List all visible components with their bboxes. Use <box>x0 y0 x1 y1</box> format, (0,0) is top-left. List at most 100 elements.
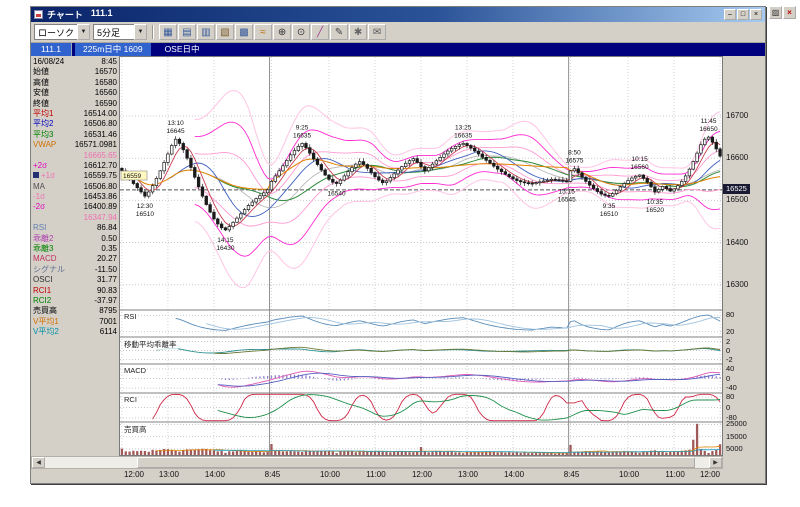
mail-button[interactable]: ✉ <box>368 24 387 40</box>
sidebar-row-value: 16400.89 <box>83 202 117 212</box>
minimize-button[interactable]: – <box>724 9 736 20</box>
sidebar-row-label: 高値 <box>33 77 49 87</box>
chart-window: チャート 111.1 – □ × ローソク ▼ 5分足 ▼ ▦ ▤ ▥ ▧ ▩ ≈ ⊕ ⊙ ╱ ✎… <box>30 6 766 484</box>
chart-type-dropdown[interactable]: ローソク ▼ <box>34 24 91 40</box>
sidebar-row-value: 16506.80 <box>83 119 117 129</box>
sidebar-row-label: 乖離2 <box>33 233 54 243</box>
window-title: チャート 111.1 <box>47 8 720 21</box>
sidebar-row-value: 0.35 <box>101 244 117 254</box>
horizontal-scrollbar[interactable]: ◀ ▶ <box>31 456 723 469</box>
sidebar-row: 平均3 16531.46 <box>31 130 119 140</box>
scrollbar-thumb[interactable] <box>137 457 695 468</box>
chart-annotation: 13:10 <box>167 120 184 127</box>
time-label: 13:00 <box>457 470 479 479</box>
sidebar-row: 終値 16590 <box>31 99 119 109</box>
last-price-badge: 16525 <box>723 183 750 194</box>
sidebar-row-label: MACD <box>33 254 57 264</box>
sidebar-row: V平均1 7001 <box>31 317 119 327</box>
app-aux-button[interactable]: ▨ <box>769 6 782 19</box>
indicator-button[interactable]: ≈ <box>254 24 273 40</box>
price-tick-label: 0 <box>726 345 731 355</box>
sidebar-row: 安値 16560 <box>31 88 119 98</box>
price-tick-label: 16600 <box>726 153 749 163</box>
sidebar-row: 乖離3 0.35 <box>31 244 119 254</box>
price-tick-label: 15000 <box>726 431 747 441</box>
chevron-down-icon: ▼ <box>134 24 148 40</box>
chart-type-value: ローソク <box>38 27 75 38</box>
time-label: 12:00 <box>411 470 433 479</box>
split-horizontal-icon: ▤ <box>182 26 192 38</box>
chart-annotation: 9:35 <box>603 203 616 210</box>
sidebar-row: V平均2 6114 <box>31 327 119 337</box>
grid-button[interactable]: ▩ <box>235 24 254 40</box>
time-label: 12:00 <box>699 470 721 479</box>
scrollbar-track[interactable] <box>45 457 709 468</box>
sidebar-row-label: 平均2 <box>33 119 54 129</box>
price-tick-label: 25000 <box>726 419 747 429</box>
toolbar-separator <box>152 25 155 39</box>
chart-annotation: 8:50 <box>568 150 581 157</box>
chart-canvas[interactable]: 12:301651013:101664514:15164309:25166351… <box>120 57 722 455</box>
settings-icon: ✱ <box>353 26 363 38</box>
timeframe-value: 5分足 <box>97 27 121 38</box>
price-tick-label: 80 <box>726 391 735 401</box>
crosshair-button[interactable]: ⊕ <box>273 24 292 40</box>
sidebar-row-value: 31.77 <box>96 275 117 285</box>
sidebar-row-value: 16531.46 <box>83 129 117 139</box>
board-button[interactable]: ▧ <box>216 24 235 40</box>
chart-annotation: 16510 <box>136 211 154 218</box>
price-tick-label: 40 <box>726 363 735 373</box>
chart-annotation: 16430 <box>216 245 234 252</box>
chart-annotation: 11:45 <box>701 118 717 125</box>
time-axis: 12:00 13:00 14:00 8:45 10:00 11:00 12:00 13:00 1… <box>121 470 725 482</box>
sidebar-row: 高値 16580 <box>31 78 119 88</box>
price-tick-label: 5000 <box>726 443 743 453</box>
split-horizontal-button[interactable]: ▤ <box>178 24 197 40</box>
timeframe-dropdown[interactable]: 5分足 ▼ <box>93 24 148 40</box>
window-title-value: 111.1 <box>90 8 113 18</box>
chart-annotation: 15:15 <box>559 188 576 195</box>
sidebar-row-value: 16571.0981 <box>74 140 117 150</box>
price-tick-label: 16500 <box>726 195 749 205</box>
maximize-button[interactable]: □ <box>737 9 749 20</box>
pencil-button[interactable]: ✎ <box>330 24 349 40</box>
scroll-left-button[interactable]: ◀ <box>32 457 45 468</box>
chart-annotation: 12:30 <box>137 203 154 210</box>
price-tick-label: 0 <box>726 402 731 412</box>
zoom-icon: ⊙ <box>296 26 306 38</box>
sidebar-row: +2σ 16612.70 <box>31 161 119 171</box>
toolbar: ローソク ▼ 5分足 ▼ ▦ ▤ ▥ ▧ ▩ ≈ ⊕ ⊙ ╱ ✎ ✱ ✉ <box>31 22 765 43</box>
settings-button[interactable]: ✱ <box>349 24 368 40</box>
sidebar-row-value: 8:45 <box>101 57 117 66</box>
chart-annotation: 16645 <box>167 128 185 135</box>
sidebar-row: 売買高 8795 <box>31 306 119 316</box>
close-button[interactable]: × <box>750 9 762 20</box>
price-tick-label: 20 <box>726 326 735 336</box>
sidebar-row-value: 16347.94 <box>83 212 117 222</box>
chart-plot-area[interactable]: 12:30 16510 13:10 16645 14:15 16430 9:25 16635 1… <box>119 56 723 456</box>
time-label: 11:00 <box>366 470 386 479</box>
sidebar-row-label: V平均2 <box>33 327 59 337</box>
sidebar-row-value: 16514.00 <box>83 108 117 118</box>
scroll-right-button[interactable]: ▶ <box>709 457 722 468</box>
sidebar-row-label: -2σ <box>33 202 46 212</box>
trendline-button[interactable]: ╱ <box>311 24 330 40</box>
sidebar-row: +1σ 16559.75 <box>31 171 119 181</box>
zoom-button[interactable]: ⊙ <box>292 24 311 40</box>
price-tick-label: 16300 <box>726 279 749 289</box>
tile-windows-button[interactable]: ▦ <box>159 24 178 40</box>
time-label: 14:00 <box>204 470 225 479</box>
chart-annotation: 16635 <box>293 132 311 139</box>
sidebar-row-value: 20.27 <box>96 254 117 264</box>
sidebar-row-label: 終値 <box>33 98 49 108</box>
sidebar-row-value: 16665.65 <box>83 150 117 160</box>
price-tick-label: 2 <box>726 336 731 346</box>
price-axis: 16700 16600 16500 16400 16300 80 20 2 0 -2 40 0 -40 8… <box>723 56 765 456</box>
chart-tab[interactable]: 111.1 <box>31 43 73 56</box>
app-close-button[interactable]: × <box>783 6 796 19</box>
sidebar-row: -2σ 16400.89 <box>31 202 119 212</box>
sidebar-row-value: 90.83 <box>96 285 117 295</box>
sidebar-row-value: 0.50 <box>101 233 117 243</box>
time-label: 10:00 <box>319 470 340 479</box>
split-vertical-button[interactable]: ▥ <box>197 24 216 40</box>
